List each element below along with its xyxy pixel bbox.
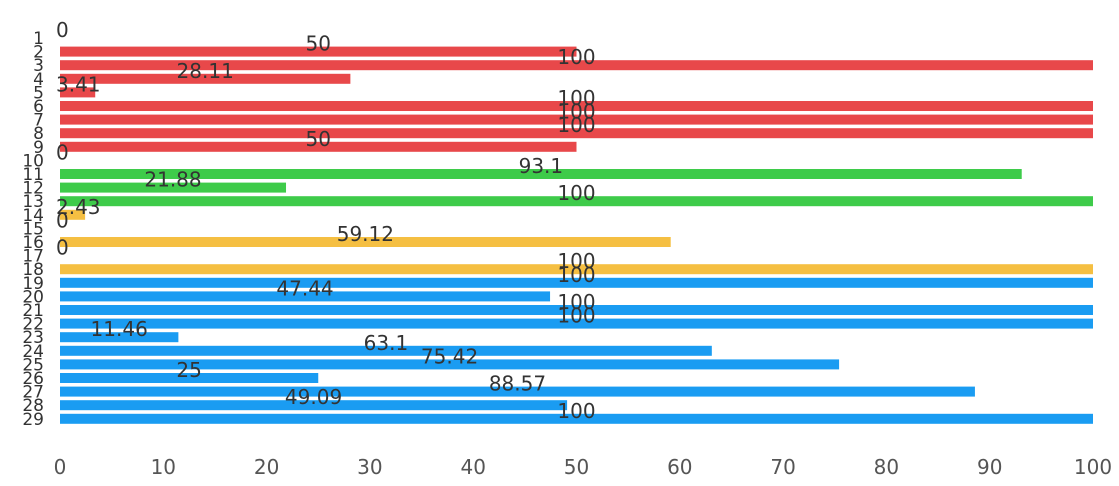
data-label: 100 [557, 304, 595, 328]
x-tick-labels: 0 10 20 30 40 50 60 70 80 90 100 [54, 455, 1112, 479]
y-tick-labels: 1234567891011121314151617181920212223242… [22, 29, 44, 430]
x-tick-label: 40 [460, 455, 485, 479]
data-label: 0 [56, 208, 69, 232]
data-label: 0 [56, 236, 69, 260]
data-label: 25 [176, 358, 201, 382]
x-tick-label: 80 [874, 455, 899, 479]
x-tick-label: 50 [564, 455, 589, 479]
data-label: 100 [557, 181, 595, 205]
x-tick-label: 60 [667, 455, 692, 479]
data-label: 88.57 [489, 372, 546, 396]
data-label: 49.09 [285, 385, 342, 409]
data-label: 75.42 [421, 344, 478, 368]
data-label: 11.46 [91, 317, 148, 341]
data-label: 93.1 [519, 154, 564, 178]
x-tick-label: 20 [254, 455, 279, 479]
x-tick-label: 70 [770, 455, 795, 479]
data-label: 59.12 [337, 222, 394, 246]
x-tick-label: 100 [1074, 455, 1112, 479]
data-label: 50 [306, 127, 331, 151]
x-tick-label: 30 [357, 455, 382, 479]
y-tick-label: 29 [22, 410, 44, 430]
data-label: 100 [557, 399, 595, 423]
data-label: 28.11 [177, 59, 234, 83]
data-label: 100 [557, 45, 595, 69]
data-label: 50 [306, 32, 331, 56]
data-label: 100 [557, 263, 595, 287]
x-tick-label: 0 [54, 455, 67, 479]
data-label: 47.44 [276, 276, 333, 300]
data-label: 63.1 [364, 331, 409, 355]
data-label: 0 [56, 18, 69, 42]
data-label: 0 [56, 140, 69, 164]
x-tick-label: 10 [151, 455, 176, 479]
data-label: 21.88 [144, 168, 201, 192]
data-label: 100 [557, 113, 595, 137]
x-tick-label: 90 [977, 455, 1002, 479]
data-label: 3.41 [56, 72, 101, 96]
